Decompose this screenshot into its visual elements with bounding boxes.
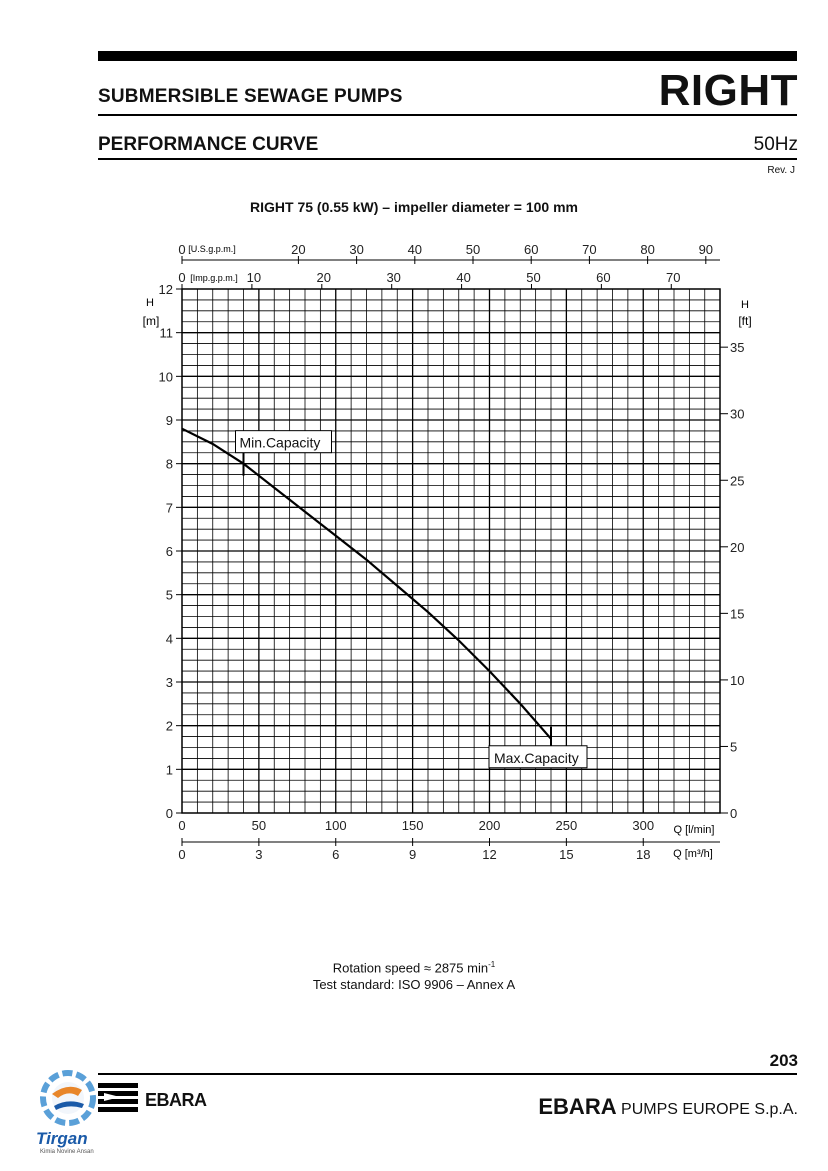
y-axis-label-right: H xyxy=(741,299,749,311)
y-tick-label: 8 xyxy=(166,457,173,472)
usgpm-tick-label: 20 xyxy=(291,242,305,257)
usgpm-axis-label: [U.S.g.p.m.] xyxy=(188,244,236,254)
y-tick-label: 10 xyxy=(159,369,173,384)
brand-title: RIGHT xyxy=(658,66,798,115)
m3h-tick-label: 12 xyxy=(482,847,496,862)
ft-tick-label: 10 xyxy=(730,673,744,688)
usgpm-tick-label: 30 xyxy=(349,242,363,257)
max-capacity-box xyxy=(488,745,588,769)
revision-label: Rev. J xyxy=(767,165,795,176)
frequency-label: 50Hz xyxy=(753,134,798,155)
ft-tick-label: 0 xyxy=(730,806,737,821)
x-tick-label: 100 xyxy=(325,818,347,833)
header-rule xyxy=(98,114,797,116)
impgpm-tick-label: 50 xyxy=(526,270,540,285)
m3h-tick-label: 18 xyxy=(636,847,650,862)
ft-tick-label: 15 xyxy=(730,606,744,621)
y-axis-unit-right: [ft] xyxy=(738,314,751,328)
company-name-rest: PUMPS EUROPE S.p.A. xyxy=(616,1101,798,1118)
section-rule xyxy=(98,158,797,160)
y-tick-label: 4 xyxy=(166,631,173,646)
y-tick-label: 6 xyxy=(166,544,173,559)
usgpm-tick-label: 60 xyxy=(524,242,538,257)
y-tick-label: 11 xyxy=(160,326,174,341)
chart-title: RIGHT 75 (0.55 kW) – impeller diameter =… xyxy=(250,199,578,215)
x-tick-label: 0 xyxy=(178,818,185,833)
impgpm-tick-label: 20 xyxy=(317,270,331,285)
curve-data-point xyxy=(304,511,306,513)
ft-tick-label: 35 xyxy=(730,340,744,355)
min-capacity-label: Min.Capacity xyxy=(240,435,321,451)
page-number: 203 xyxy=(769,1051,798,1070)
impgpm-axis-label: [Imp.g.p.m.] xyxy=(190,273,238,283)
y-tick-label: 7 xyxy=(166,500,173,515)
company-name: EBARA PUMPS EUROPE S.p.A. xyxy=(538,1094,798,1120)
y-tick-label: 12 xyxy=(159,282,173,297)
x-tick-label: 250 xyxy=(556,818,578,833)
max-capacity-label: Max.Capacity xyxy=(494,750,579,766)
tirgan-logo-text: Tirgan xyxy=(36,1129,88,1148)
y-tick-label: 5 xyxy=(166,588,173,603)
section-title: PERFORMANCE CURVE xyxy=(98,134,319,155)
usgpm-tick-label: 50 xyxy=(466,242,480,257)
y-tick-label: 0 xyxy=(166,806,173,821)
x-tick-label: 150 xyxy=(402,818,424,833)
company-name-bold: EBARA xyxy=(538,1094,617,1119)
ft-tick-label: 5 xyxy=(730,739,737,754)
tirgan-tagline: Kimia Novine Ansan xyxy=(40,1149,94,1155)
usgpm-tick-label: 40 xyxy=(408,242,422,257)
m3h-tick-label: 15 xyxy=(559,847,573,862)
min-capacity-box xyxy=(235,430,332,454)
m3h-tick-label: 0 xyxy=(178,847,185,862)
usgpm-tick-label: 70 xyxy=(582,242,596,257)
curve-data-point xyxy=(458,639,460,642)
impgpm-tick-label: 70 xyxy=(666,270,680,285)
m3h-tick-label: 3 xyxy=(255,847,262,862)
test-standard: Test standard: ISO 9906 – Annex A xyxy=(312,977,516,992)
curve-data-point xyxy=(181,428,183,430)
ft-tick-label: 30 xyxy=(730,407,744,422)
ebara-logo-text: EBARA xyxy=(145,1090,207,1110)
impgpm-tick-label: 60 xyxy=(596,270,610,285)
curve-data-point xyxy=(365,559,368,561)
y-tick-label: 9 xyxy=(166,413,173,428)
ft-tick-label: 20 xyxy=(730,540,744,555)
curve-data-point xyxy=(488,670,491,672)
impgpm-tick-label: 30 xyxy=(386,270,400,285)
usgpm-tick-label: 90 xyxy=(699,242,713,257)
m3h-tick-label: 9 xyxy=(409,847,416,862)
rotation-speed-text: Rotation speed ≈ 2875 min xyxy=(332,960,489,976)
tirgan-logo-icon xyxy=(40,1070,96,1126)
header-top-bar xyxy=(98,51,797,61)
curve-data-point xyxy=(273,487,275,489)
curve-data-point xyxy=(335,535,337,537)
x-axis-label-m3h: Q [m³/h] xyxy=(673,848,713,860)
curve-data-point xyxy=(396,585,398,587)
ft-tick-label: 25 xyxy=(730,473,744,488)
y-axis-unit-left: [m] xyxy=(143,314,160,328)
y-tick-label: 3 xyxy=(166,675,173,690)
impgpm-tick-label: 40 xyxy=(456,270,470,285)
x-tick-label: 200 xyxy=(479,818,501,833)
rotation-speed-exponent: -1 xyxy=(488,960,496,969)
y-tick-label: 1 xyxy=(166,762,173,777)
curve-data-point xyxy=(519,703,521,705)
curve-data-point xyxy=(212,443,214,445)
y-axis-label-left: H xyxy=(146,297,154,309)
x-tick-label: 300 xyxy=(632,818,654,833)
x-tick-label: 50 xyxy=(252,818,266,833)
usgpm-tick-label: 0 xyxy=(178,242,185,257)
rotation-speed: Rotation speed ≈ 2875 min-1 xyxy=(0,960,828,975)
curve-data-point xyxy=(427,611,429,613)
impgpm-tick-label: 0 xyxy=(178,270,185,285)
usgpm-tick-label: 80 xyxy=(640,242,654,257)
m3h-tick-label: 6 xyxy=(332,847,339,862)
product-line-title: SUBMERSIBLE SEWAGE PUMPS xyxy=(98,86,403,107)
y-tick-label: 2 xyxy=(166,719,173,734)
impgpm-tick-label: 10 xyxy=(247,270,261,285)
footer-rule xyxy=(98,1073,797,1075)
ebara-logo-icon xyxy=(98,1083,138,1112)
x-axis-label: Q [l/min] xyxy=(674,824,715,836)
